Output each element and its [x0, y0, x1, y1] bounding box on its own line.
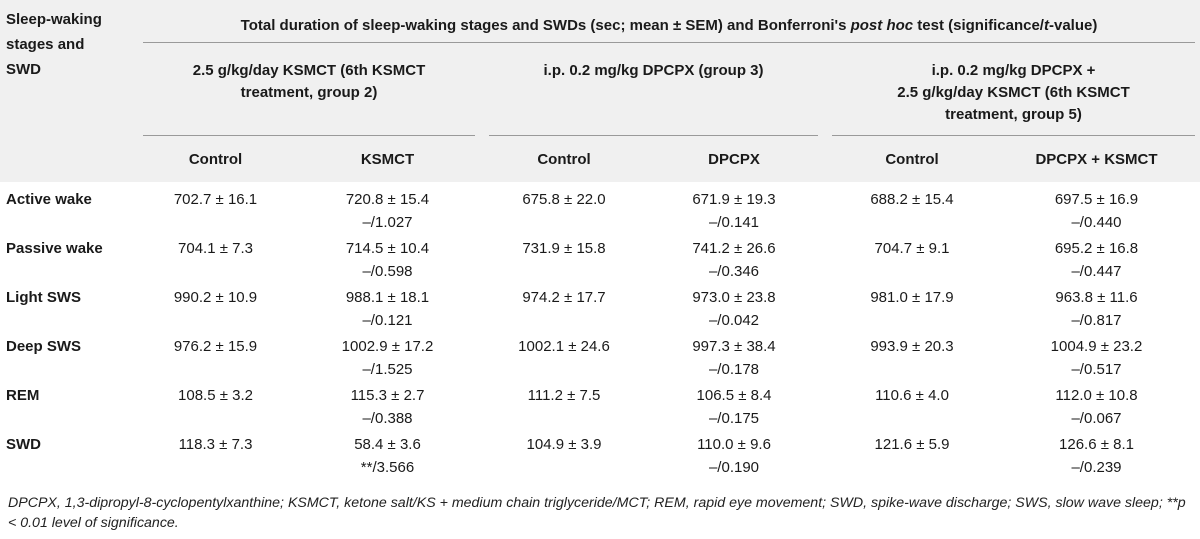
column-header-control: Control: [885, 151, 939, 168]
table-cell-posthoc: –/0.141: [708, 214, 760, 231]
table-cell-mean-sem: 976.2 ± 15.9: [173, 338, 258, 355]
row-label: SWD: [6, 436, 41, 453]
column-header-ksmct: KSMCT: [360, 151, 415, 168]
table-cell-posthoc: –/0.067: [1071, 410, 1122, 427]
group-header-2-line-1: 2.5 g/kg/day KSMCT (6th KSMCT: [192, 62, 426, 79]
table-cell-posthoc: –/1.027: [362, 214, 413, 231]
table-cell-mean-sem: 58.4 ± 3.6: [354, 436, 421, 453]
group-rule-2: [143, 135, 475, 136]
table-cell-mean-sem: 741.2 ± 26.6: [692, 240, 776, 257]
table-cell-mean-sem: 990.2 ± 10.9: [173, 289, 258, 306]
group-header-2-line-2: treatment, group 2): [240, 84, 378, 101]
table-cell-mean-sem: 973.0 ± 23.8: [692, 289, 776, 306]
table-cell-posthoc: –/1.525: [362, 361, 413, 378]
column-header-dpcpx: DPCPX: [708, 151, 760, 168]
table-cell-posthoc: –/0.346: [708, 263, 760, 280]
group-header-5-line-2: 2.5 g/kg/day KSMCT (6th KSMCT: [897, 84, 1130, 101]
table-cell-mean-sem: 731.9 ± 15.8: [522, 240, 606, 257]
table-cell-mean-sem: 997.3 ± 38.4: [692, 338, 776, 355]
table-cell-posthoc: –/0.440: [1071, 214, 1122, 231]
table-cell-mean-sem: 993.9 ± 20.3: [870, 338, 954, 355]
table-cell-mean-sem: 697.5 ± 16.9: [1054, 191, 1139, 208]
table-cell-mean-sem: 695.2 ± 16.8: [1054, 240, 1139, 257]
table-cell-posthoc: –/0.388: [362, 410, 413, 427]
group-rule-5: [832, 135, 1195, 136]
table-cell-mean-sem: 1002.1 ± 24.6: [518, 338, 610, 355]
group-header-5-line-1: i.p. 0.2 mg/kg DPCPX +: [931, 62, 1096, 79]
table-cell-posthoc: –/0.121: [362, 312, 413, 329]
table-cell-mean-sem: 688.2 ± 15.4: [870, 191, 954, 208]
table-cell-mean-sem: 1004.9 ± 23.2: [1050, 338, 1143, 355]
table-cell-mean-sem: 974.2 ± 17.7: [522, 289, 606, 306]
stub-header-line-1: Sleep-waking: [6, 11, 102, 28]
table-body-band: [0, 182, 1200, 484]
table-cell-mean-sem: 110.6 ± 4.0: [875, 387, 949, 404]
table-cell-mean-sem: 112.0 ± 10.8: [1055, 387, 1138, 404]
table-cell-posthoc: –/0.447: [1071, 263, 1122, 280]
column-header-control: Control: [537, 151, 591, 168]
table-cell-posthoc: –/0.042: [708, 312, 760, 329]
table-cell-mean-sem: 118.3 ± 7.3: [178, 436, 253, 453]
column-header-control: Control: [188, 151, 243, 168]
row-label: Deep SWS: [6, 338, 82, 355]
table-cell-mean-sem: 988.1 ± 18.1: [345, 289, 430, 306]
table-cell-mean-sem: 720.8 ± 15.4: [345, 191, 430, 208]
row-label: Active wake: [6, 191, 92, 208]
group-header-3-line-1: i.p. 0.2 mg/kg DPCPX (group 3): [543, 62, 764, 79]
main-header: Total duration of sleep-waking stages an…: [240, 17, 1098, 34]
stub-header-line-3: SWD: [6, 61, 41, 78]
table-cell-mean-sem: 110.0 ± 9.6: [697, 436, 771, 453]
table-cell-mean-sem: 714.5 ± 10.4: [345, 240, 430, 257]
row-label: Passive wake: [6, 240, 103, 257]
table-cell-mean-sem: 111.2 ± 7.5: [527, 387, 601, 404]
group-header-5-line-3: treatment, group 5): [945, 106, 1082, 123]
table-cell-mean-sem: 675.8 ± 22.0: [522, 191, 606, 208]
table-cell-mean-sem: 963.8 ± 11.6: [1055, 289, 1138, 306]
table-cell-mean-sem: 115.3 ± 2.7: [350, 387, 425, 404]
table-cell-mean-sem: 981.0 ± 17.9: [870, 289, 954, 306]
table-cell-mean-sem: 126.6 ± 8.1: [1059, 436, 1134, 453]
header-rule-top: [143, 42, 1195, 43]
table-cell-mean-sem: 108.5 ± 3.2: [178, 387, 253, 404]
table-cell-posthoc: –/0.517: [1071, 361, 1122, 378]
table-cell-mean-sem: 104.9 ± 3.9: [526, 436, 602, 453]
column-header-dpcpx-ksmct: DPCPX + KSMCT: [1035, 151, 1158, 168]
table-cell-posthoc: –/0.598: [362, 263, 413, 280]
row-label: REM: [6, 387, 40, 404]
group-rule-3: [489, 135, 818, 136]
table-cell-posthoc: –/0.190: [708, 459, 760, 476]
table-footnote: DPCPX, 1,3-dipropyl-8-cyclopentylxanthin…: [8, 495, 1186, 531]
table-cell-posthoc: –/0.178: [708, 361, 760, 378]
table-cell-mean-sem: 106.5 ± 8.4: [696, 387, 772, 404]
row-label: Light SWS: [6, 289, 81, 306]
table-cell-mean-sem: 704.7 ± 9.1: [874, 240, 950, 257]
table-cell-mean-sem: 121.6 ± 5.9: [874, 436, 950, 453]
table-cell-posthoc: –/0.239: [1071, 459, 1122, 476]
table-cell-mean-sem: 702.7 ± 16.1: [173, 191, 258, 208]
table-cell-mean-sem: 1002.9 ± 17.2: [341, 338, 434, 355]
table-header-band: [0, 0, 1200, 182]
table-cell-mean-sem: 704.1 ± 7.3: [178, 240, 253, 257]
table-cell-posthoc: –/0.175: [708, 410, 760, 427]
table-cell-posthoc: **/3.566: [360, 459, 415, 476]
table-cell-posthoc: –/0.817: [1071, 312, 1122, 329]
stub-header-line-2: stages and: [6, 36, 85, 53]
table-cell-mean-sem: 671.9 ± 19.3: [692, 191, 776, 208]
